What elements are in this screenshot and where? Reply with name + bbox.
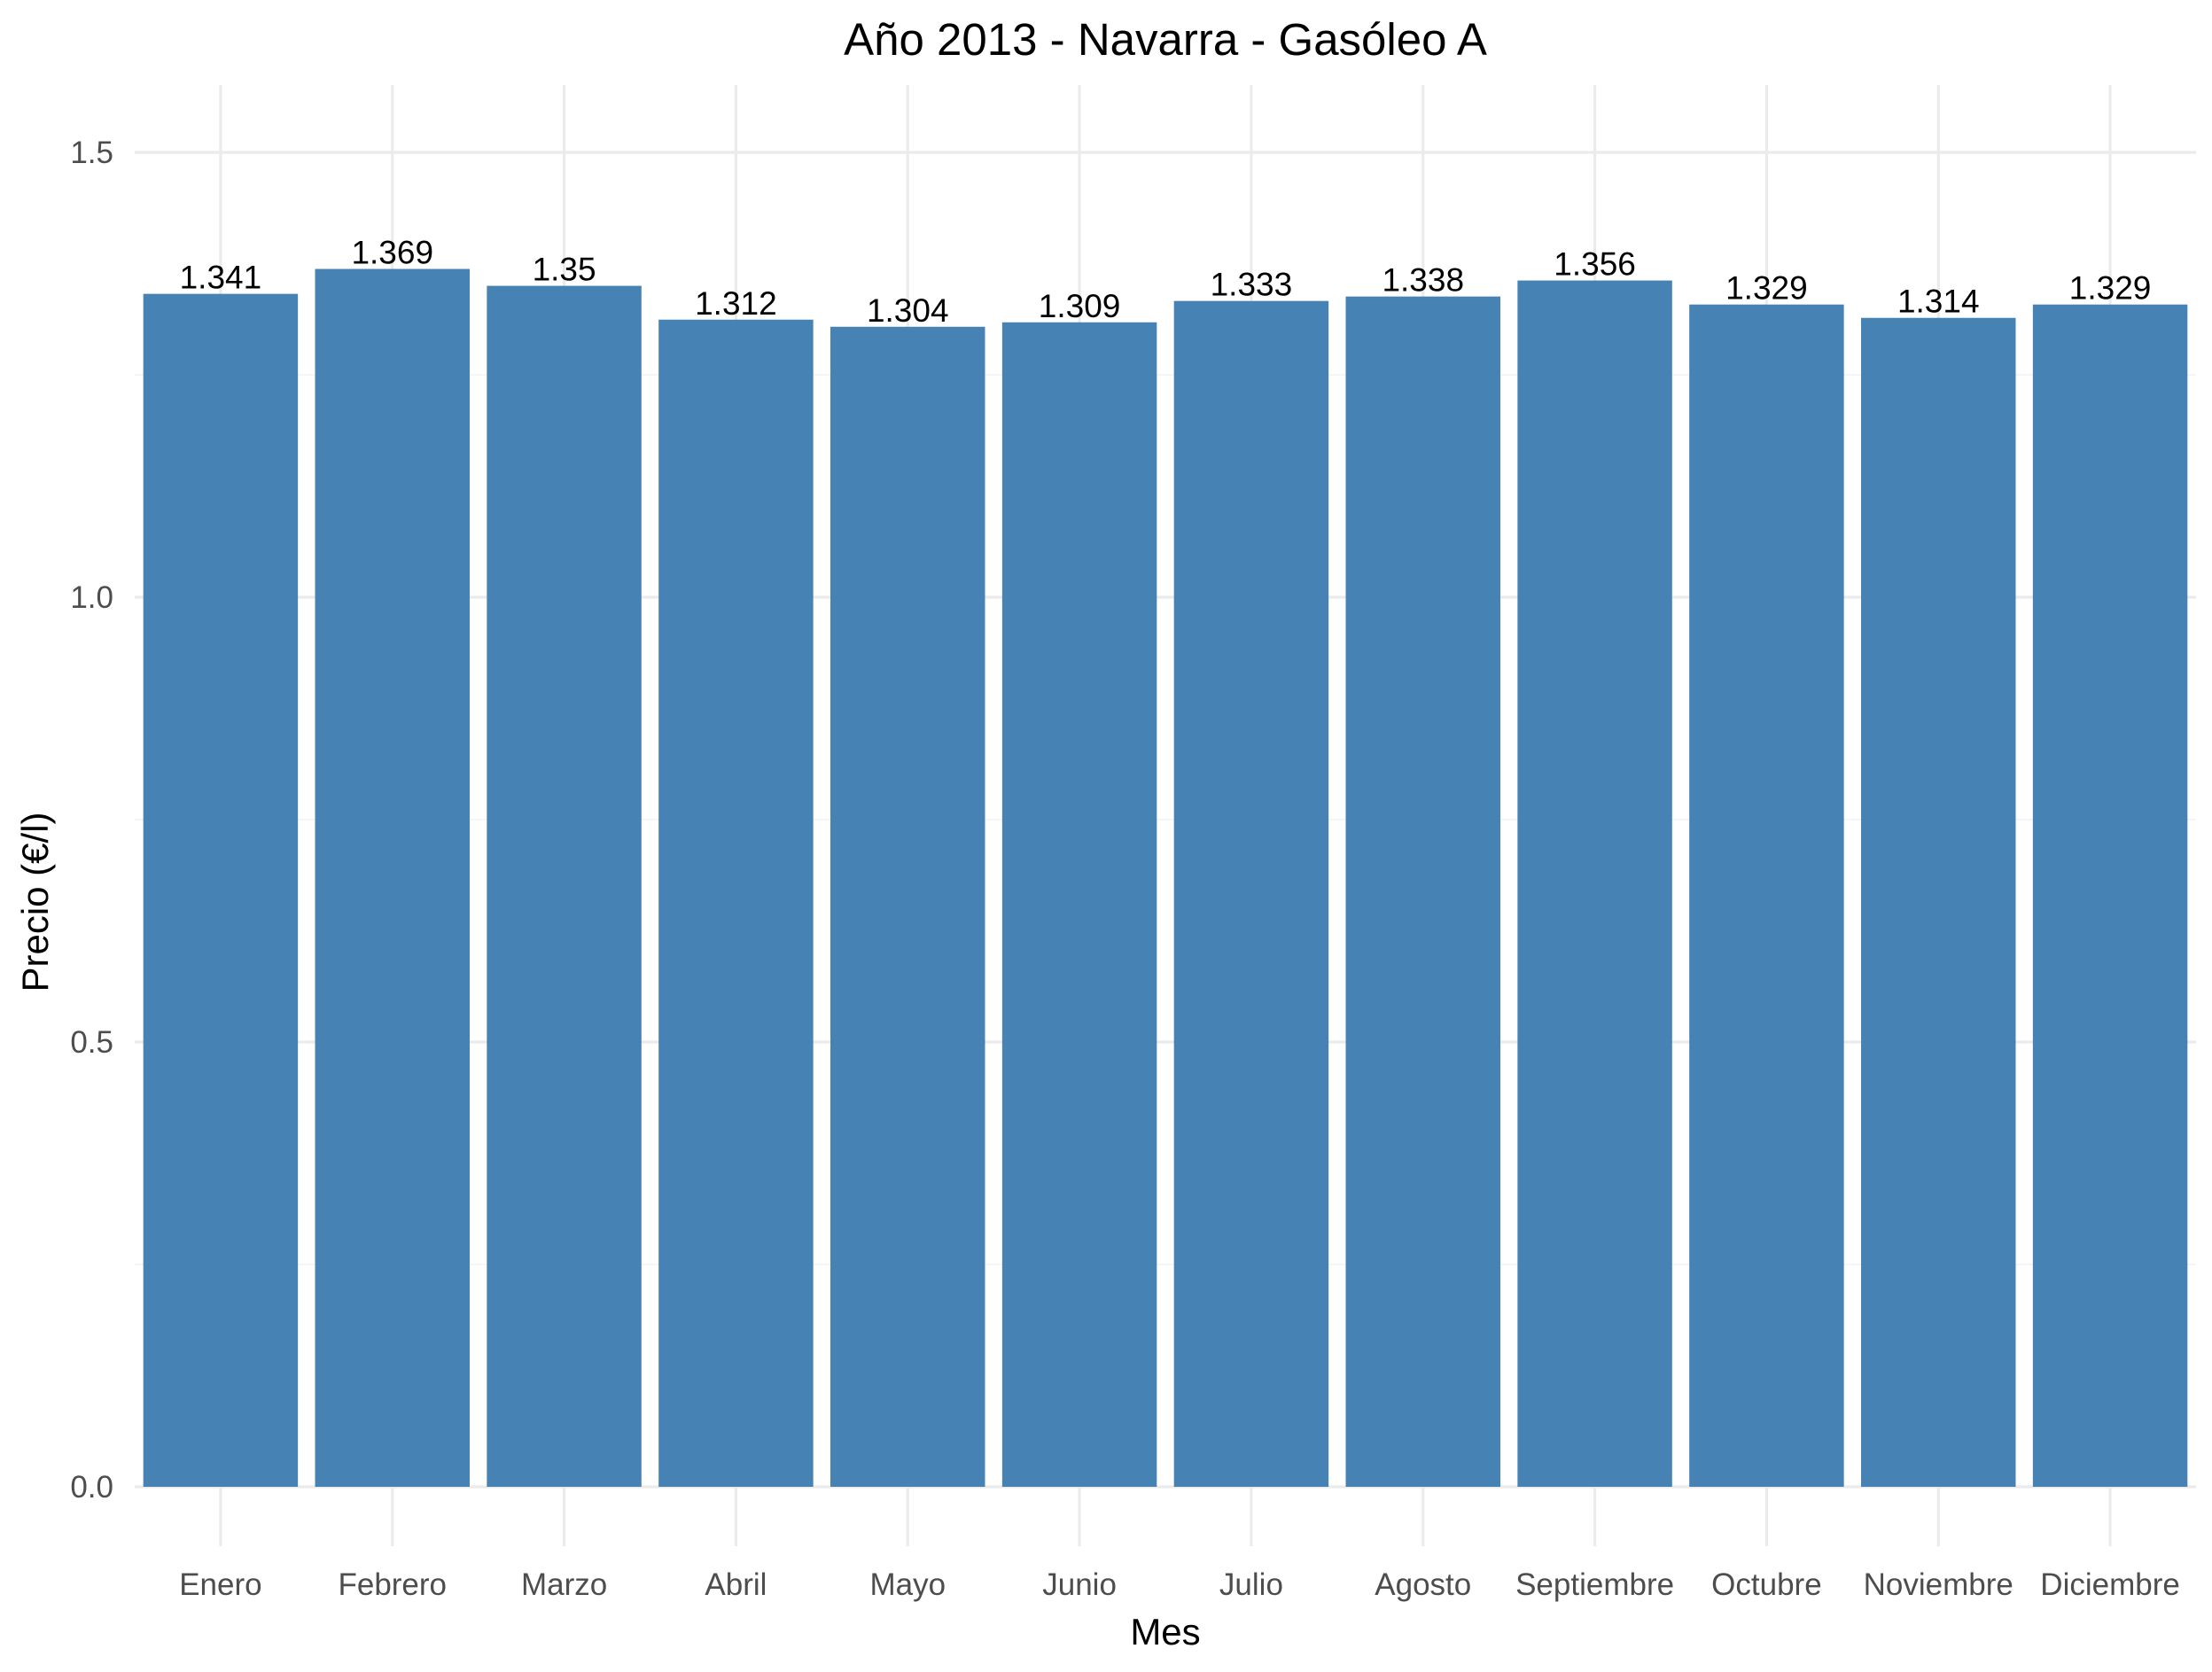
x-tick-label: Marzo	[521, 1567, 607, 1602]
bar	[1689, 304, 1844, 1488]
x-tick-label: Junio	[1042, 1567, 1117, 1602]
x-axis-title: Mes	[1130, 1611, 1200, 1653]
value-label: 1.329	[1725, 270, 1808, 307]
value-label: 1.309	[1039, 288, 1121, 324]
value-label: 1.35	[533, 252, 596, 288]
bar	[830, 326, 985, 1488]
bar	[1001, 322, 1157, 1487]
bar	[487, 285, 642, 1488]
bar	[658, 319, 814, 1488]
x-axis-tick-labels: Enero Febrero Marzo Abril Mayo Junio Julio Agos…	[179, 1567, 2180, 1602]
x-tick-label: Febrero	[338, 1567, 447, 1602]
value-label: 1.333	[1211, 267, 1293, 303]
y-axis-title: Precio (€/l)	[14, 812, 56, 992]
value-label: 1.341	[180, 260, 262, 296]
bar	[315, 268, 470, 1488]
x-tick-label: Septiembre	[1515, 1567, 1674, 1602]
x-tick-label: Noviembre	[1864, 1567, 2013, 1602]
bar	[1345, 296, 1500, 1488]
y-tick-label: 0.5	[70, 1025, 113, 1060]
x-tick-label: Enero	[179, 1567, 261, 1602]
value-label: 1.356	[1554, 246, 1636, 283]
value-label: 1.314	[1897, 284, 1980, 320]
value-label: 1.369	[351, 235, 433, 271]
bar	[2032, 304, 2188, 1488]
bars	[143, 268, 2188, 1488]
x-tick-label: Mayo	[869, 1567, 946, 1602]
x-tick-label: Abril	[705, 1567, 767, 1602]
y-axis-tick-labels: 0.0 0.5 1.0 1.5	[70, 136, 113, 1505]
x-tick-label: Julio	[1219, 1567, 1283, 1602]
y-tick-label: 0.0	[70, 1470, 113, 1505]
value-labels: 1.341 1.369 1.35 1.312 1.304 1.309 1.333 1.338 1…	[180, 235, 2152, 329]
bar	[143, 293, 299, 1487]
y-tick-label: 1.0	[70, 580, 113, 615]
x-tick-label: Octubre	[1711, 1567, 1822, 1602]
value-label: 1.312	[695, 285, 777, 322]
chart-title: Año 2013 - Navarra - Gasóleo A	[844, 14, 1487, 65]
bar	[1173, 300, 1329, 1488]
value-label: 1.304	[867, 292, 949, 329]
x-tick-label: Agosto	[1375, 1567, 1471, 1602]
x-tick-label: Diciembre	[2040, 1567, 2180, 1602]
value-label: 1.329	[2069, 270, 2152, 307]
bar	[1517, 280, 1672, 1488]
value-label: 1.338	[1382, 262, 1464, 299]
y-tick-label: 1.5	[70, 136, 113, 170]
bar	[1861, 317, 2016, 1487]
